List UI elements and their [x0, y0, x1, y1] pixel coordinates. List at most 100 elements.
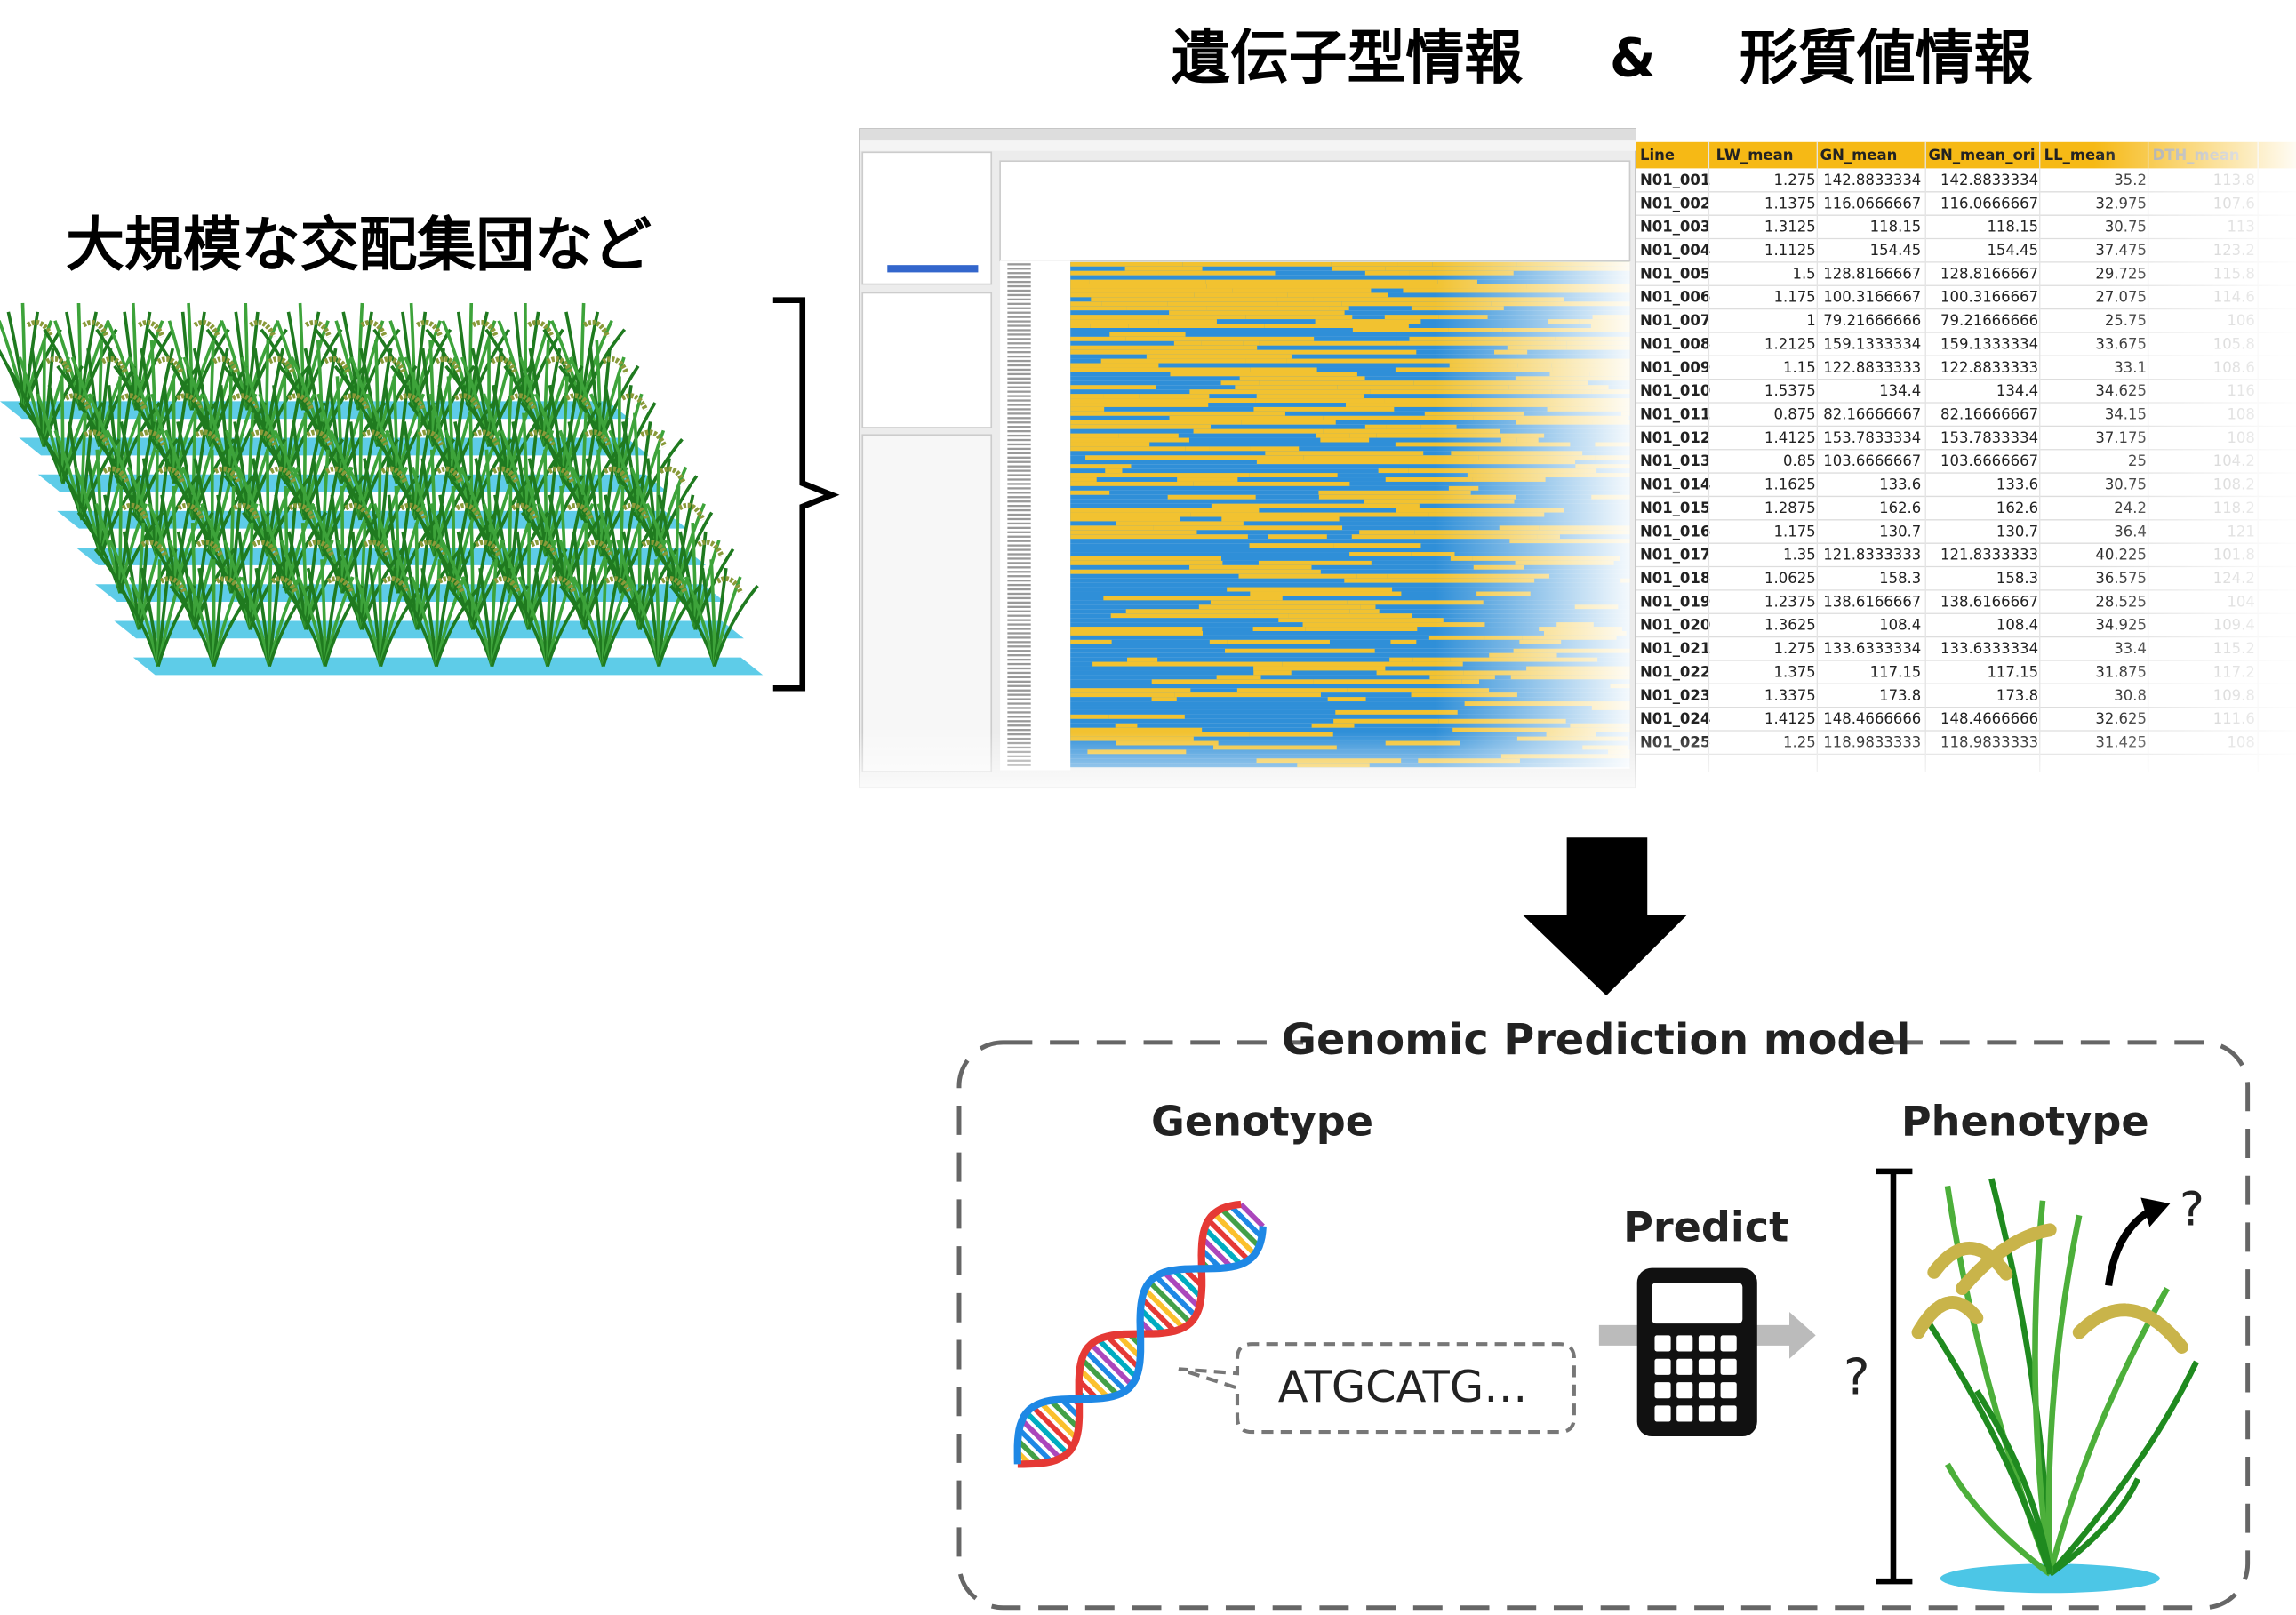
line-id: N01_017 — [1640, 547, 1710, 564]
leaf — [435, 584, 482, 668]
allele-block — [1070, 319, 1159, 324]
side-panel — [861, 434, 993, 772]
base-pair — [1203, 1226, 1243, 1267]
taxon-name — [1007, 605, 1031, 608]
base-pair — [1154, 1274, 1198, 1318]
taxon-name — [1007, 671, 1031, 675]
leaf — [546, 584, 591, 668]
allele-block — [1333, 718, 1439, 724]
base-pair — [1024, 1411, 1069, 1456]
taxon-name — [1007, 320, 1031, 323]
allele-block — [1070, 692, 1175, 698]
unknown-value: ? — [1844, 1349, 1870, 1407]
population-label: 大規模な交配集団など — [66, 211, 652, 279]
allele-block — [1070, 420, 1242, 425]
cell: 1.5375 — [1764, 382, 1816, 399]
panicle — [342, 393, 371, 412]
info-panel — [861, 292, 993, 428]
allele-block — [1243, 340, 1260, 346]
allele-block — [1384, 315, 1439, 320]
taxon-name — [1007, 338, 1031, 340]
panicle — [304, 319, 332, 339]
allele-block — [1395, 442, 1430, 447]
cell: 122.8833333 — [1940, 359, 2038, 376]
taxon-name — [1007, 641, 1031, 644]
taxon-name — [1007, 478, 1031, 481]
panicle — [344, 502, 372, 522]
allele-block — [1364, 424, 1387, 429]
allele-block — [1167, 301, 1278, 307]
allele-block — [1103, 596, 1283, 601]
cell: 173.8 — [1879, 687, 1921, 704]
taxon-name — [1007, 355, 1031, 358]
alignment-row — [1070, 446, 1630, 452]
allele-block — [1259, 340, 1397, 346]
base-pair — [1220, 1207, 1261, 1249]
allele-block — [1070, 324, 1091, 329]
cell: 134.4 — [1879, 382, 1921, 399]
genotype-label: Genotype — [1151, 1098, 1373, 1146]
panicle — [620, 393, 649, 412]
fade — [856, 732, 2296, 806]
taxon-name — [1007, 513, 1031, 516]
taxon-name — [1007, 474, 1031, 476]
cell: 117.15 — [1870, 663, 1922, 680]
title-backdrop — [1303, 1012, 1890, 1072]
taxon-name — [1007, 645, 1031, 648]
allele-block — [1376, 670, 1464, 676]
alignment-row — [1070, 367, 1630, 372]
panicle — [175, 393, 204, 412]
allele-block — [1331, 261, 1398, 267]
base-pair — [1142, 1287, 1186, 1330]
line-id: N01_008 — [1640, 335, 1710, 352]
alignment-row — [1070, 556, 1630, 561]
taxon-name — [1007, 404, 1031, 406]
base-pair — [1212, 1211, 1257, 1257]
allele-block — [1256, 394, 1364, 399]
leaf — [543, 449, 548, 556]
cell: 158.3 — [1879, 570, 1921, 587]
base-pair — [1139, 1307, 1166, 1335]
allele-block — [1070, 508, 1260, 513]
panicle — [82, 319, 109, 339]
alignment-row — [1070, 644, 1630, 649]
base-pair — [1105, 1334, 1141, 1371]
cell: 108.4 — [1996, 617, 2038, 634]
allele-block — [1070, 627, 1203, 631]
allele-block — [1070, 512, 1191, 517]
cell: 1.2125 — [1764, 335, 1816, 352]
taxon-name — [1007, 535, 1031, 538]
allele-block — [1332, 266, 1386, 271]
taxon-name — [1007, 654, 1031, 657]
allele-block — [1264, 324, 1409, 329]
cell: 158.3 — [1996, 570, 2038, 587]
calculator-key — [1720, 1335, 1737, 1352]
alignment-row — [1070, 652, 1630, 658]
base-pair — [1228, 1203, 1264, 1239]
allele-block — [1249, 543, 1334, 548]
panicle — [308, 540, 335, 558]
taxon-name — [1007, 364, 1031, 367]
panicle — [528, 429, 556, 448]
alignment-row — [1070, 657, 1630, 662]
taxon-name — [1007, 333, 1031, 336]
leaf — [2032, 1200, 2053, 1575]
backbone — [1013, 1226, 1267, 1465]
line-id: N01_018 — [1640, 570, 1710, 587]
allele-block — [1116, 521, 1244, 526]
alignment-row — [1070, 481, 1630, 486]
allele-block — [1146, 354, 1292, 359]
allele-block — [1253, 666, 1386, 671]
panicle — [548, 466, 575, 484]
allele-block — [1103, 394, 1140, 399]
leaf — [137, 548, 178, 630]
panicle — [177, 502, 204, 522]
panicle — [697, 540, 724, 558]
allele-block — [1070, 385, 1156, 390]
line-id: N01_002 — [1640, 195, 1710, 212]
alignment-row — [1070, 310, 1630, 316]
cell: 1.2875 — [1764, 500, 1816, 516]
taxon-name — [1007, 447, 1031, 451]
allele-block — [1347, 600, 1484, 605]
cell: 1.3125 — [1764, 219, 1816, 236]
